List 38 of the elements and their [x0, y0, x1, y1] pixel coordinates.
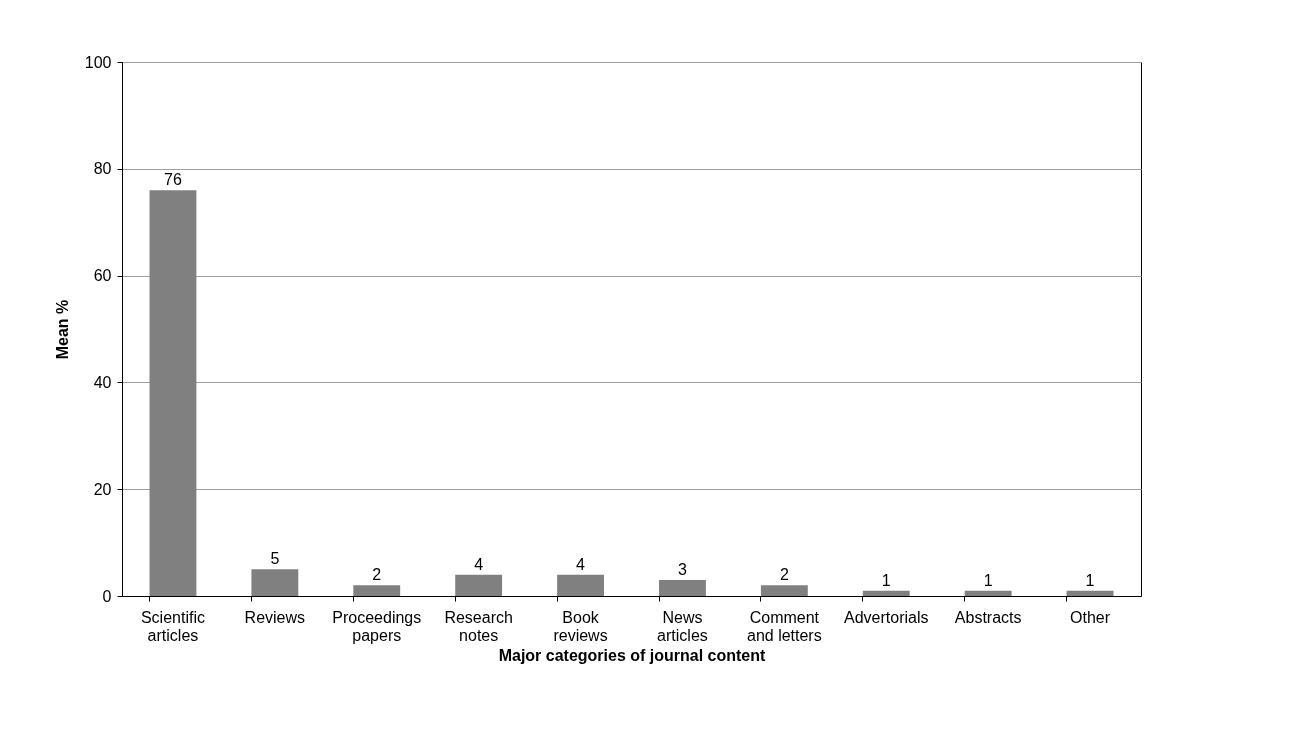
x-tick-label: Research notes — [444, 608, 513, 644]
x-tick-label: Scientific articles — [140, 608, 205, 644]
data-label: 1 — [983, 571, 993, 589]
y-tick-label: 80 — [93, 160, 112, 178]
x-tick-label: Other — [1070, 608, 1111, 626]
bar — [149, 190, 197, 596]
bar — [353, 585, 401, 596]
x-tick-label: Book reviews — [553, 608, 608, 644]
y-tick-label: 0 — [102, 587, 112, 605]
bar — [659, 579, 706, 596]
x-tick-label: Advertorials — [844, 608, 929, 626]
x-tick-label: News articles — [657, 608, 708, 644]
bar — [455, 574, 503, 596]
bar — [251, 569, 299, 596]
data-label: 2 — [779, 566, 789, 584]
data-label: 1 — [1085, 571, 1095, 589]
bar — [1066, 590, 1114, 596]
data-label: 3 — [678, 560, 687, 578]
x-tick-label: Abstracts — [954, 608, 1022, 626]
y-tick-label: 100 — [84, 53, 112, 71]
x-tick-label: Proceedings papers — [332, 608, 422, 644]
data-label: 76 — [164, 171, 182, 189]
bar — [557, 574, 604, 596]
data-label: 1 — [881, 571, 891, 589]
bar — [964, 590, 1012, 596]
data-label: 2 — [372, 566, 382, 584]
data-label: 4 — [474, 555, 484, 573]
bar — [760, 585, 808, 596]
y-tick-label: 60 — [93, 267, 112, 285]
x-tick-label: Reviews — [244, 608, 306, 626]
x-tick-label: Comment and letters — [746, 608, 822, 644]
y-tick-label: 40 — [93, 373, 112, 391]
data-label: 4 — [576, 555, 586, 573]
data-label: 5 — [270, 550, 280, 568]
bar — [862, 590, 910, 596]
y-tick-label: 20 — [93, 480, 112, 498]
x-axis-title: Major categories of journal content — [498, 646, 767, 664]
y-axis-title: Mean % — [53, 299, 71, 360]
